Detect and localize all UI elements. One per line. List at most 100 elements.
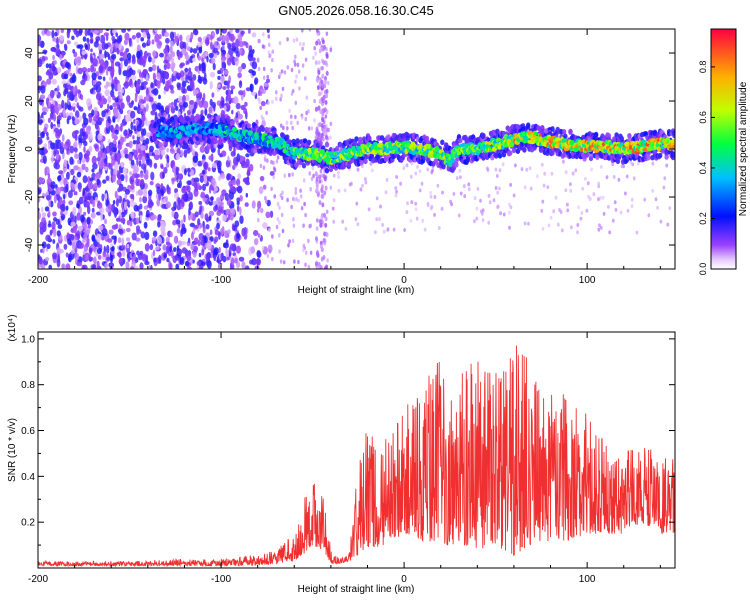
heatmap-cell — [260, 100, 266, 107]
heatmap-cell — [68, 200, 74, 206]
heatmap-cell — [169, 63, 175, 70]
heatmap-cell — [279, 193, 283, 198]
heatmap-cell — [354, 217, 358, 222]
heatmap-cell — [221, 214, 227, 222]
heatmap-cell — [84, 44, 89, 51]
heatmap-cell — [559, 210, 563, 214]
heatmap-cell — [458, 137, 463, 144]
heatmap-cell — [122, 167, 127, 175]
heatmap-cell — [171, 249, 174, 259]
heatmap-cell — [520, 167, 524, 172]
heatmap-cell — [243, 161, 249, 169]
heatmap-cell — [107, 116, 111, 124]
heatmap-cell — [146, 33, 151, 40]
heatmap-cell — [142, 81, 148, 86]
heatmap-cell — [163, 63, 167, 71]
heatmap-cell — [103, 32, 110, 37]
heatmap-cell — [86, 98, 92, 107]
heatmap-cell — [180, 241, 187, 245]
heatmap-cell — [436, 183, 440, 188]
heatmap-cell — [71, 35, 75, 40]
heatmap-cell — [98, 53, 105, 59]
heatmap-cell — [375, 217, 379, 222]
heatmap-cell — [106, 244, 110, 254]
heatmap-cell — [131, 232, 137, 241]
heatmap-cell — [118, 42, 122, 51]
heatmap-cell — [192, 29, 199, 36]
heatmap-cell — [130, 121, 134, 131]
heatmap-cell — [134, 265, 139, 269]
heatmap-cell — [47, 117, 52, 124]
heatmap-cell — [121, 29, 126, 33]
heatmap-cell — [53, 194, 57, 204]
heatmap-cell — [69, 233, 75, 241]
heatmap-cell — [226, 80, 230, 85]
heatmap-cell — [50, 181, 56, 189]
heatmap-cell — [381, 222, 384, 227]
heatmap-cell — [165, 201, 171, 209]
heatmap-cell — [151, 64, 157, 72]
heatmap-cell — [441, 190, 444, 195]
heatmap-cell — [140, 111, 144, 116]
heatmap-cell — [291, 196, 295, 201]
heatmap-cell — [315, 186, 319, 192]
heatmap-cell — [611, 162, 615, 167]
heatmap-cell — [141, 155, 146, 165]
heatmap-cell — [98, 65, 104, 74]
heatmap-cell — [191, 148, 196, 156]
heatmap-cell — [231, 42, 236, 49]
heatmap-cell — [148, 66, 153, 72]
heatmap-cell — [290, 67, 294, 73]
heatmap-cell — [69, 156, 74, 165]
heatmap-cell — [462, 184, 466, 189]
heatmap-cell — [87, 68, 91, 73]
heatmap-cell — [151, 236, 157, 242]
heatmap-cell — [85, 153, 89, 160]
heatmap-cell — [355, 201, 359, 206]
heatmap-cell — [278, 233, 281, 238]
heatmap-cell — [212, 63, 216, 71]
heatmap-cell — [127, 29, 131, 32]
heatmap-cell — [73, 191, 78, 196]
heatmap-cell — [88, 181, 93, 190]
heatmap-cell — [119, 214, 123, 219]
heatmap-cell — [576, 223, 580, 227]
heatmap-cell — [205, 253, 210, 262]
heatmap-cell — [223, 242, 229, 249]
heatmap-cell — [249, 83, 254, 93]
heatmap-cell — [343, 188, 347, 193]
heatmap-cell — [190, 32, 194, 40]
heatmap-cell — [80, 94, 84, 101]
heatmap-cell — [117, 152, 121, 162]
heatmap-cell — [321, 73, 325, 79]
heatmap-cell — [98, 234, 102, 240]
heatmap-cell — [128, 140, 133, 149]
heatmap-cell — [70, 168, 75, 176]
heatmap-cell — [84, 53, 88, 60]
heatmap-cell — [261, 44, 265, 49]
heatmap-cell — [290, 91, 294, 96]
heatmap-cell — [152, 249, 156, 257]
heatmap-cell — [233, 146, 236, 156]
heatmap-cell — [179, 62, 185, 67]
heatmap-cell — [243, 226, 247, 235]
heatmap-cell — [119, 124, 123, 132]
heatmap-cell — [286, 37, 289, 42]
heatmap-cell — [143, 188, 148, 197]
heatmap-cell — [276, 155, 280, 160]
heatmap-cell — [221, 44, 225, 51]
heatmap-cell — [193, 101, 198, 109]
heatmap-cell — [231, 179, 237, 186]
heatmap-cell — [96, 247, 102, 255]
heatmap-cell — [87, 176, 91, 184]
heatmap-cell — [72, 86, 76, 96]
heatmap-cell — [192, 88, 197, 97]
heatmap-cell — [61, 134, 65, 142]
heatmap-cell — [219, 34, 224, 40]
heatmap-cell — [410, 200, 414, 205]
heatmap-cell — [74, 57, 78, 64]
heatmap-cell — [418, 188, 422, 193]
heatmap-cell — [118, 106, 121, 113]
heatmap-cell — [50, 189, 56, 196]
heatmap-cell — [46, 69, 52, 74]
